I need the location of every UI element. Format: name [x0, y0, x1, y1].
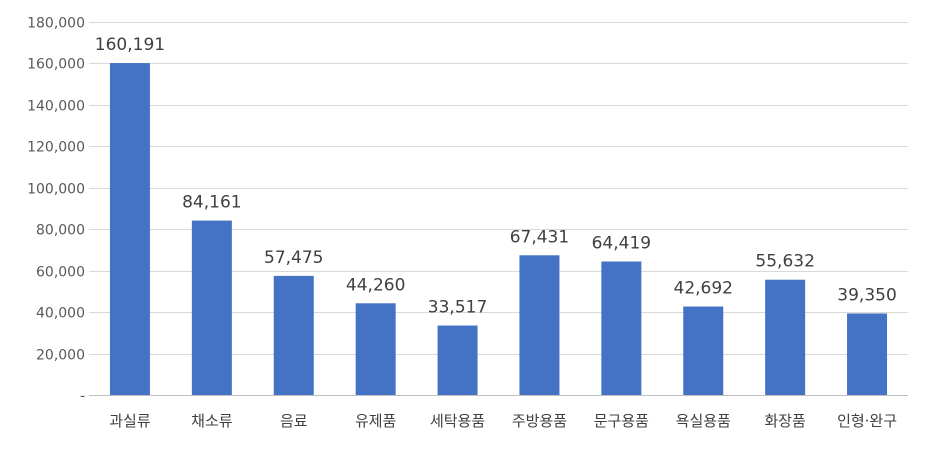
bar: [601, 261, 642, 395]
bar: [109, 63, 150, 396]
category-label: 음료: [280, 412, 308, 430]
data-label: 39,350: [837, 285, 896, 305]
data-label: 55,632: [755, 252, 814, 272]
y-axis-ticks: - 20,000 40,000 60,000 80,000 100,000 120,000 1…: [27, 16, 85, 405]
bar: [437, 325, 478, 395]
y-tick-label: -: [80, 389, 85, 405]
bar: [355, 303, 396, 395]
y-tick-label: 20,000: [36, 348, 85, 364]
y-tick-label: 60,000: [36, 265, 85, 281]
data-label: 44,260: [346, 275, 405, 295]
category-label: 문구용품: [594, 412, 649, 430]
bar: [765, 279, 806, 395]
data-label: 33,517: [428, 298, 487, 318]
data-label: 84,161: [182, 193, 241, 213]
bar: [519, 255, 560, 395]
category-label: 채소류: [191, 412, 233, 430]
category-label: 화장품: [764, 412, 805, 430]
bars: [109, 63, 888, 396]
data-labels: 160,191 84,161 57,475 44,260 33,517 67,431 64,…: [95, 35, 897, 317]
y-tick-label: 140,000: [27, 99, 85, 115]
category-label: 주방용품: [512, 412, 567, 430]
category-label: 유제품: [355, 412, 396, 430]
bar: [273, 275, 314, 395]
y-tick-label: 180,000: [27, 16, 85, 32]
data-label: 67,431: [510, 227, 569, 247]
category-label: 세탁용품: [430, 412, 485, 430]
bar: [683, 306, 724, 395]
y-tick-label: 80,000: [36, 223, 85, 239]
y-tick-label: 40,000: [36, 306, 85, 322]
data-label: 57,475: [264, 248, 323, 268]
category-label: 과실류: [109, 412, 151, 430]
y-tick-label: 100,000: [27, 182, 85, 198]
category-label: 욕실용품: [676, 412, 731, 430]
x-axis-categories: 과실류 채소류 음료 유제품 세탁용품 주방용품 문구용품 욕실용품 화장품 인형·완구: [109, 412, 897, 430]
data-label: 42,692: [674, 279, 733, 299]
y-tick-label: 120,000: [27, 140, 85, 156]
data-label: 64,419: [592, 234, 651, 254]
y-tick-label: 160,000: [27, 57, 85, 73]
data-label: 160,191: [95, 35, 165, 55]
category-label: 인형·완구: [837, 412, 897, 430]
bar: [191, 220, 232, 395]
bar: [847, 313, 888, 395]
